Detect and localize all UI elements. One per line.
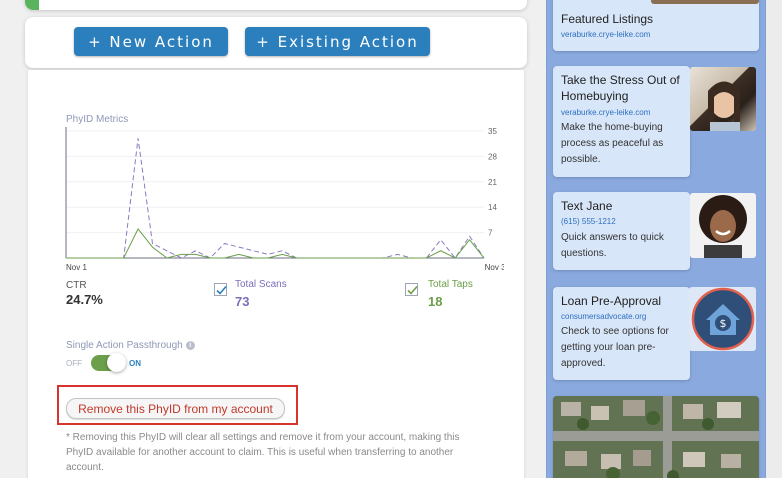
tile-neighborhood[interactable] [553, 396, 759, 478]
passthrough-label: Single Action Passthrough i [66, 340, 195, 351]
x-tick-label-end: Nov 30 [485, 263, 504, 272]
y-tick-label: 14 [488, 203, 497, 212]
x-tick-label-start: Nov 1 [66, 263, 87, 272]
toggle-knob[interactable] [107, 353, 126, 372]
metrics-chart: 35 28 21 14 7 Nov 1 Nov 30 [65, 127, 504, 272]
new-action-button[interactable]: + New Action [74, 27, 228, 56]
y-tick-label: 7 [488, 229, 493, 238]
series-line [66, 228, 485, 259]
total-scans-value: 73 [235, 294, 250, 309]
checkmark-icon [407, 285, 418, 295]
tile-loan-preapproval[interactable]: Loan Pre-Approval consumersadvocate.org … [553, 287, 690, 380]
existing-action-button[interactable]: + Existing Action [245, 27, 430, 56]
aerial-neighborhood-photo [553, 396, 759, 478]
tile-url: consumersadvocate.org [561, 312, 647, 321]
y-tick-label: 21 [488, 178, 497, 187]
actions-card: + New Action + Existing Action [25, 17, 527, 68]
total-scans-checkbox[interactable] [214, 283, 227, 296]
passthrough-toggle[interactable] [91, 353, 126, 372]
total-scans-label: Total Scans [235, 279, 287, 290]
tile-description: Check to see options for getting your lo… [561, 326, 669, 369]
previous-action-card [25, 0, 527, 10]
y-tick-label: 28 [488, 152, 497, 161]
ctr-value: 24.7% [66, 292, 103, 307]
tile-description: Quick answers to quick questions. [561, 232, 664, 259]
ctr-label: CTR [66, 280, 87, 291]
tile-description: Make the home-buying process as peaceful… [561, 122, 664, 165]
phone-preview-panel: Featured Listings veraburke.crye-leike.c… [546, 0, 766, 478]
tile-url: veraburke.crye-leike.com [561, 30, 651, 39]
tile-url: veraburke.crye-leike.com [561, 108, 651, 117]
remove-highlight-box [57, 385, 298, 425]
toggle-on-label: ON [129, 359, 141, 368]
tile-stress-homebuying[interactable]: Take the Stress Out of Homebuying verabu… [553, 66, 690, 177]
svg-text:$: $ [720, 317, 727, 330]
house-dollar-icon: $ [689, 287, 756, 351]
house-photo [651, 0, 759, 4]
remove-phyid-button[interactable]: Remove this PhyID from my account [66, 398, 285, 419]
stressed-woman-photo [690, 67, 756, 131]
checkmark-icon [216, 285, 227, 295]
status-bar [25, 0, 39, 10]
total-taps-checkbox[interactable] [405, 283, 418, 296]
metrics-card: PhyID Metrics 35 28 21 14 7 Nov 1 Nov 30 CTR 2… [28, 70, 524, 478]
tile-text-jane[interactable]: Text Jane (615) 555-1212 Quick answers t… [553, 192, 690, 270]
tile-title: Text Jane [561, 199, 613, 213]
tile-title: Loan Pre-Approval [561, 294, 662, 308]
passthrough-label-text: Single Action Passthrough [66, 340, 183, 351]
remove-note: * Removing this PhyID will clear all set… [66, 432, 460, 473]
toggle-off-label: OFF [66, 359, 82, 368]
chart-title: PhyID Metrics [66, 114, 129, 125]
total-taps-label: Total Taps [428, 279, 473, 290]
tile-title: Featured Listings [561, 12, 654, 26]
tile-url: (615) 555-1212 [561, 217, 616, 226]
info-icon[interactable]: i [185, 340, 195, 350]
tile-featured-listings[interactable]: Featured Listings veraburke.crye-leike.c… [553, 0, 759, 51]
tile-title: Take the Stress Out of Homebuying [561, 73, 680, 103]
scrollbar[interactable] [766, 0, 782, 478]
total-taps-value: 18 [428, 294, 443, 309]
y-tick-label: 35 [488, 127, 497, 136]
smiling-woman-photo [690, 193, 756, 258]
